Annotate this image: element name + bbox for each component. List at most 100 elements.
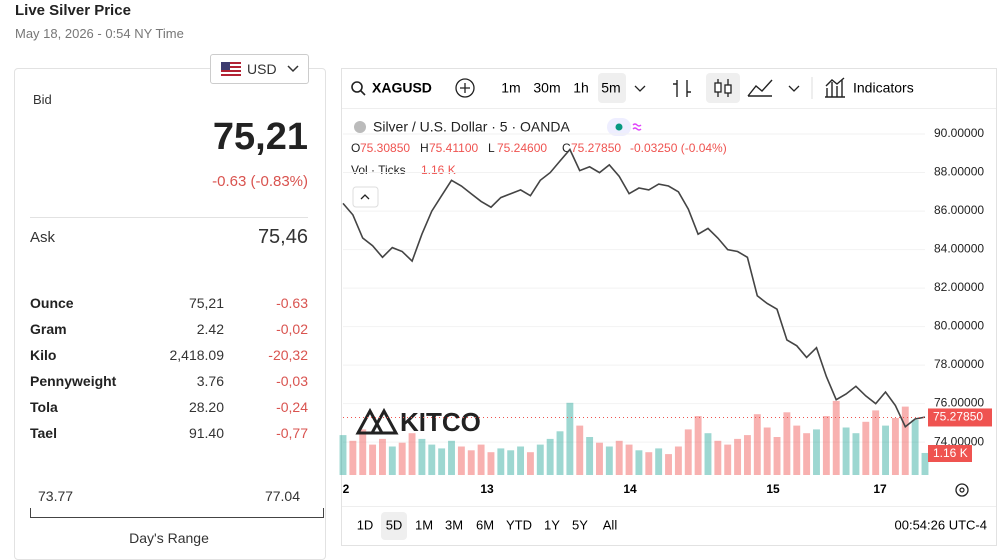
volume-bar — [467, 450, 475, 475]
settings-icon — [959, 487, 965, 493]
active-style-bg — [706, 73, 740, 103]
indicators-button[interactable]: Indicators — [853, 80, 914, 96]
ohlc-label: L — [488, 141, 495, 155]
volume-bar — [842, 427, 850, 475]
unit-change: -0,24 — [276, 399, 308, 415]
ohlc-value: 75.41100 — [429, 141, 478, 155]
delay-icon — [632, 123, 642, 131]
x-tick-label: 17 — [873, 482, 887, 496]
volume-bar — [517, 446, 525, 475]
range-button[interactable]: All — [603, 517, 618, 532]
range-button[interactable]: 6M — [476, 517, 494, 532]
volume-bar — [832, 400, 840, 475]
volume-bar — [813, 429, 820, 475]
last-price-label: 75.27850 — [933, 410, 983, 424]
volume-bar — [704, 433, 712, 475]
volume-bar — [379, 438, 386, 475]
volume-bar — [556, 431, 564, 475]
volume-bar — [448, 440, 455, 475]
volume-bar — [852, 433, 860, 475]
ohlc-value: 75.27850 — [571, 141, 621, 155]
volume-bar — [566, 402, 574, 475]
style-chevron[interactable] — [788, 85, 800, 92]
clock: 00:54:26 UTC-4 — [895, 517, 988, 532]
flag-icon — [221, 62, 241, 76]
volume-bar — [349, 440, 357, 475]
candle-icon[interactable] — [714, 82, 722, 93]
ohlc-label: H — [420, 141, 429, 155]
ask-label: Ask — [30, 229, 56, 246]
range-button[interactable]: 1Y — [544, 517, 560, 532]
range-bar — [30, 508, 324, 518]
volume-bar — [339, 435, 347, 475]
symbol-logo — [354, 121, 366, 133]
range-low: 73.77 — [38, 488, 74, 504]
range-button[interactable]: YTD — [506, 517, 532, 532]
bars-icon[interactable] — [673, 80, 691, 97]
range-button[interactable]: 5D — [386, 517, 403, 532]
volume-bar — [921, 452, 929, 475]
volume-bar — [398, 442, 406, 475]
symbol[interactable]: XAGUSD — [372, 80, 432, 96]
volume-bar — [635, 450, 643, 475]
volume-bar — [763, 427, 771, 475]
ohlc-label: O — [351, 141, 360, 155]
collapse-button[interactable] — [352, 186, 379, 208]
volume-bar — [773, 437, 781, 475]
interval-button[interactable]: 30m — [533, 80, 560, 96]
volume-bar — [645, 452, 653, 475]
range-button[interactable]: 3M — [445, 517, 463, 532]
y-tick-label: 82.00000 — [934, 280, 984, 294]
unit-change: -0,02 — [276, 321, 308, 337]
volume-bar — [882, 425, 889, 475]
compare-button[interactable] — [455, 78, 475, 98]
indicators-icon[interactable] — [825, 77, 845, 98]
area-icon[interactable] — [747, 79, 773, 97]
interval-button[interactable]: 1h — [573, 80, 589, 96]
volume-bar — [743, 435, 751, 475]
active-interval-bg — [598, 73, 626, 103]
range-button[interactable]: 5Y — [572, 517, 588, 532]
unit-change: -0,03 — [276, 373, 308, 389]
watermark-logo — [355, 407, 399, 435]
unit-price: 3.76 — [196, 373, 224, 389]
range-button[interactable]: 1D — [357, 517, 374, 532]
interval-chevron[interactable] — [634, 85, 646, 92]
x-tick-label: 14 — [623, 482, 637, 496]
divider — [30, 217, 308, 218]
volume-bar — [665, 454, 672, 475]
unit-name: Pennyweight — [30, 373, 117, 389]
y-tick-label: 84.00000 — [934, 242, 984, 256]
page-title: Live Silver Price — [15, 2, 131, 19]
unit-change: -0.63 — [276, 295, 308, 311]
volume-bar — [487, 452, 495, 475]
volume-bar — [605, 446, 613, 475]
volume-bar — [734, 438, 742, 475]
interval-button[interactable]: 5m — [601, 80, 620, 96]
volume-bar — [753, 414, 761, 475]
volume-bar — [536, 444, 544, 475]
search-icon-handle — [360, 90, 366, 96]
legend-title: Silver / U.S. Dollar · 5 · OANDA — [373, 119, 570, 135]
volume-tag-label: 1.16 K — [933, 446, 968, 460]
interval-button[interactable]: 1m — [501, 80, 520, 96]
search-icon[interactable] — [351, 81, 363, 93]
volume-bar — [526, 452, 534, 475]
y-tick-label: 74.00000 — [934, 434, 984, 448]
volume-bar — [803, 433, 811, 475]
last-price-tag — [928, 408, 992, 427]
watermark: KITCO — [400, 407, 481, 437]
unit-price: 91.40 — [188, 425, 224, 441]
range-label: Day's Range — [129, 530, 209, 546]
volume-bar — [862, 421, 870, 475]
volume-bar — [418, 438, 426, 475]
range-button[interactable]: 1M — [415, 517, 433, 532]
ohlc-change: -0.03250 (-0.04%) — [630, 141, 727, 155]
volume-bar — [822, 416, 830, 475]
volume-bar — [625, 444, 633, 475]
chevron — [287, 65, 299, 73]
currency-select[interactable]: USD — [210, 54, 309, 84]
settings-button[interactable] — [955, 483, 969, 497]
unit-name: Ounce — [30, 295, 74, 311]
unit-change: -20,32 — [268, 347, 308, 363]
